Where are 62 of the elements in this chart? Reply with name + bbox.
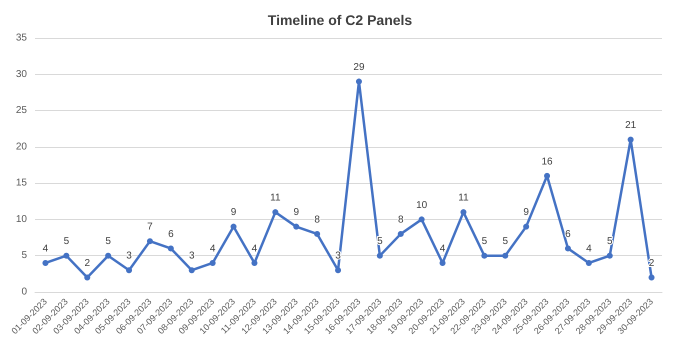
data-label: 10	[416, 200, 428, 211]
data-label: 9	[230, 207, 237, 218]
chart-title: Timeline of C2 Panels	[268, 12, 412, 28]
point	[523, 224, 530, 230]
point	[606, 252, 613, 259]
point	[398, 230, 404, 237]
data-label: 29	[353, 62, 365, 74]
data-label: 6	[168, 228, 174, 240]
data-label: 11	[270, 192, 281, 204]
point	[648, 274, 655, 280]
point	[314, 230, 320, 237]
point	[168, 245, 174, 252]
data-label: 4	[586, 243, 592, 254]
y-tick-label: 10	[16, 214, 28, 225]
point	[146, 238, 153, 244]
point	[544, 172, 550, 179]
point	[105, 252, 112, 259]
data-label: 4	[252, 243, 258, 254]
data-label: 3	[188, 250, 195, 262]
data-label: 8	[398, 214, 404, 226]
data-label: 9	[293, 207, 300, 218]
data-label: 6	[565, 228, 572, 240]
y-tick-label: 35	[16, 32, 28, 44]
data-label: 4	[210, 243, 216, 254]
point	[564, 245, 571, 252]
data-label: 21	[625, 120, 637, 132]
point	[272, 209, 278, 216]
point	[335, 267, 342, 274]
point	[188, 267, 195, 274]
point	[502, 252, 508, 259]
y-tick-label: 5	[21, 250, 28, 262]
point	[230, 224, 237, 230]
data-label: 7	[147, 222, 154, 233]
y-tick-label: 20	[16, 141, 28, 152]
point	[293, 224, 300, 230]
data-label: 5	[482, 236, 488, 248]
data-label: 8	[314, 214, 320, 226]
data-label: 4	[440, 243, 446, 254]
point	[376, 252, 383, 259]
point	[63, 252, 70, 259]
point	[586, 260, 592, 266]
data-label: 4	[42, 243, 49, 254]
data-label: 11	[458, 192, 470, 204]
data-label: 9	[523, 207, 530, 218]
data-label: 5	[502, 236, 508, 248]
point	[418, 216, 425, 222]
y-tick-label: 15	[16, 178, 28, 189]
point	[481, 252, 488, 259]
point	[84, 274, 90, 280]
data-label: 2	[84, 258, 90, 269]
point	[356, 78, 362, 85]
point	[210, 260, 216, 266]
data-label: 5	[105, 236, 112, 248]
point	[42, 260, 48, 266]
y-tick-label: 0	[21, 286, 28, 298]
data-label: 16	[541, 156, 554, 168]
point	[126, 267, 132, 274]
y-tick-label: 30	[16, 68, 28, 80]
data-label: 3	[126, 250, 132, 262]
point	[628, 136, 634, 143]
data-label: 5	[64, 236, 70, 248]
y-tick-label: 25	[16, 105, 28, 116]
